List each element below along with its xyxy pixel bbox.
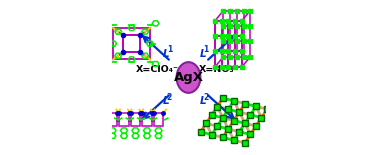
Text: L: L	[163, 49, 170, 59]
Text: 1: 1	[167, 45, 172, 54]
Text: L: L	[200, 96, 206, 106]
Text: 2: 2	[204, 93, 209, 102]
Text: L: L	[163, 96, 170, 106]
Text: 2: 2	[167, 93, 172, 102]
Text: L: L	[200, 49, 206, 59]
Text: AgX: AgX	[173, 71, 204, 84]
Ellipse shape	[176, 62, 201, 93]
Text: X=ClO₄⁻: X=ClO₄⁻	[136, 64, 179, 74]
Text: 1: 1	[204, 45, 209, 54]
Text: X=NO₃⁻: X=NO₃⁻	[199, 64, 239, 74]
